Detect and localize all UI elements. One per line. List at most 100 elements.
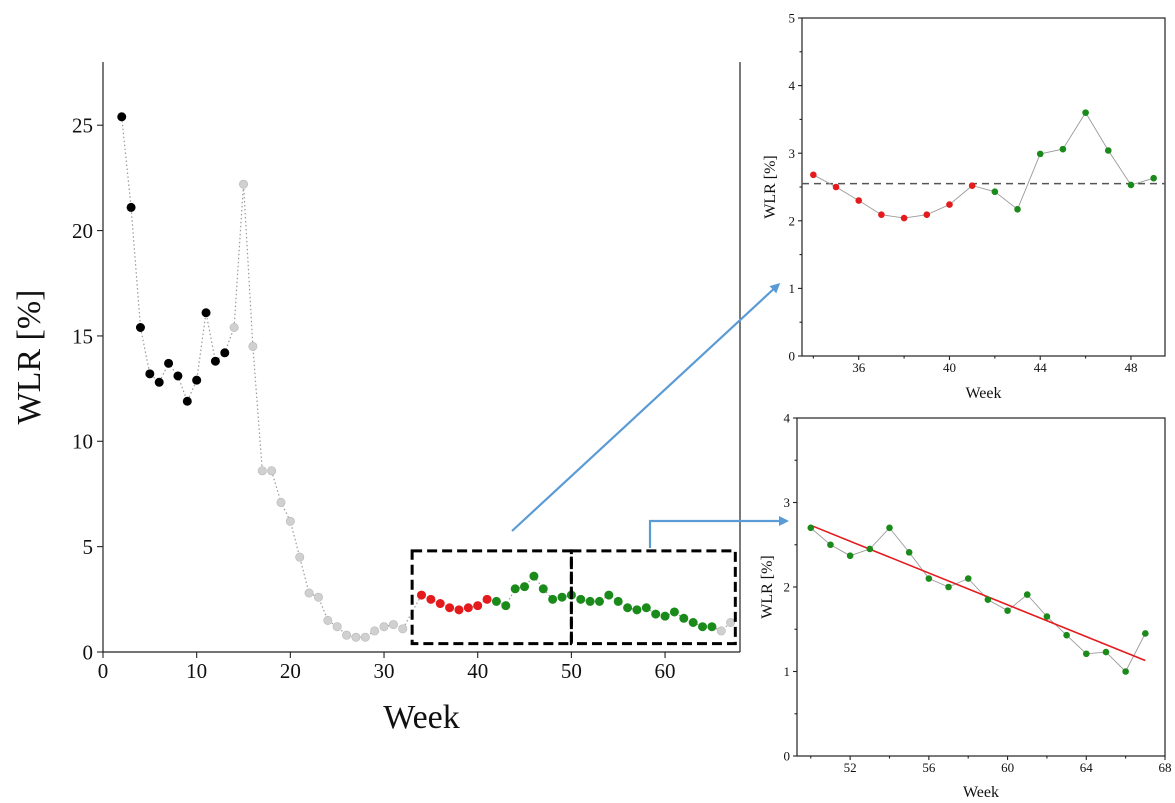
data-point [1102, 648, 1110, 656]
data-point [594, 596, 604, 606]
data-point [529, 571, 539, 581]
data-point [855, 197, 863, 204]
y-axis-label: WLR [%] [762, 155, 779, 219]
data-point [968, 182, 976, 189]
data-point [257, 466, 267, 476]
y-tick-label: 15 [72, 324, 93, 348]
data-point [323, 615, 333, 625]
y-tick-label: 4 [789, 78, 796, 93]
data-point [482, 594, 492, 604]
data-point [164, 358, 174, 368]
data-point [613, 596, 623, 606]
x-tick-label: 56 [922, 760, 936, 775]
x-tick-label: 20 [280, 659, 301, 683]
data-point [651, 609, 661, 619]
data-point [1059, 145, 1067, 153]
data-point [866, 545, 874, 553]
data-point [807, 524, 815, 532]
data-point [126, 202, 136, 212]
y-tick-label: 4 [784, 411, 791, 426]
data-point [698, 622, 708, 632]
data-point [716, 626, 726, 636]
y-tick-label: 20 [72, 219, 93, 243]
x-axis-label: Week [963, 784, 999, 801]
data-point [726, 617, 736, 627]
data-point [388, 620, 398, 630]
data-point [669, 607, 679, 617]
data-point [276, 497, 286, 507]
zoom-highlight-box [410, 549, 573, 646]
y-axis-label: WLR [%] [11, 289, 48, 424]
data-point [398, 624, 408, 634]
data-point [370, 626, 380, 636]
data-point [473, 601, 483, 611]
data-point [1004, 607, 1011, 614]
data-point [1023, 591, 1031, 598]
plot-frame [801, 17, 1166, 357]
data-point [1082, 109, 1089, 116]
data-point [832, 183, 840, 191]
data-point [886, 524, 893, 532]
data-point [285, 516, 295, 526]
x-tick-label: 10 [186, 659, 207, 683]
data-point [220, 348, 230, 358]
data-point [1014, 206, 1021, 213]
data-point [154, 377, 164, 387]
data-point [557, 592, 567, 602]
data-point [846, 552, 854, 560]
data-point [548, 594, 558, 604]
data-point [342, 630, 352, 640]
y-tick-label: 5 [83, 535, 94, 559]
x-tick-label: 60 [1001, 760, 1014, 775]
data-point [1127, 181, 1135, 189]
data-point [173, 371, 183, 381]
x-tick-label: 64 [1080, 760, 1094, 775]
data-point [827, 541, 834, 549]
x-tick-label: 60 [655, 659, 676, 683]
y-axis-label: WLR [%] [759, 555, 776, 619]
data-point [360, 632, 370, 642]
data-point [1063, 631, 1070, 639]
data-point [510, 584, 520, 594]
y-tick-label: 1 [789, 281, 796, 296]
data-point [145, 369, 155, 379]
data-point [964, 575, 972, 582]
data-point [239, 179, 249, 189]
y-tick-label: 25 [72, 114, 93, 138]
data-point [991, 188, 999, 196]
y-tick-label: 3 [789, 146, 796, 161]
trend-line [810, 524, 1146, 662]
x-tick-label: 48 [1124, 360, 1137, 375]
data-point [905, 549, 913, 556]
data-point [135, 322, 145, 332]
x-tick-label: 44 [1034, 360, 1048, 375]
zoom-arrow-top [511, 282, 781, 532]
data-point [1082, 650, 1090, 658]
data-point [984, 596, 992, 603]
y-tick-label: 5 [789, 11, 796, 26]
data-point [707, 622, 717, 632]
inset-chart-bottom: 52 56 60 64 68 0 1 2 3 4 Week WLR [%] [759, 411, 1172, 801]
data-point [229, 322, 239, 332]
x-axis-label: Week [383, 699, 460, 736]
data-point [248, 341, 258, 351]
data-point [679, 613, 689, 623]
data-point [379, 622, 389, 632]
data-point [604, 590, 614, 600]
data-point [426, 594, 436, 604]
data-point [210, 356, 220, 366]
zoom-arrows [511, 282, 789, 548]
y-tick-label: 1 [784, 664, 791, 679]
main-chart: 0 10 20 30 40 50 60 0 5 10 15 20 25 Week WLR [%] [11, 62, 741, 736]
y-tick-label: 0 [83, 640, 94, 664]
x-axis-label: Week [965, 385, 1001, 402]
x-tick-label: 0 [98, 659, 109, 683]
series-line [121, 116, 732, 638]
data-point [192, 375, 202, 385]
x-tick-label: 50 [561, 659, 582, 683]
y-tick-label: 0 [784, 749, 791, 764]
data-point [1150, 174, 1157, 182]
y-tick-label: 2 [789, 213, 796, 228]
x-tick-label: 36 [852, 360, 866, 375]
